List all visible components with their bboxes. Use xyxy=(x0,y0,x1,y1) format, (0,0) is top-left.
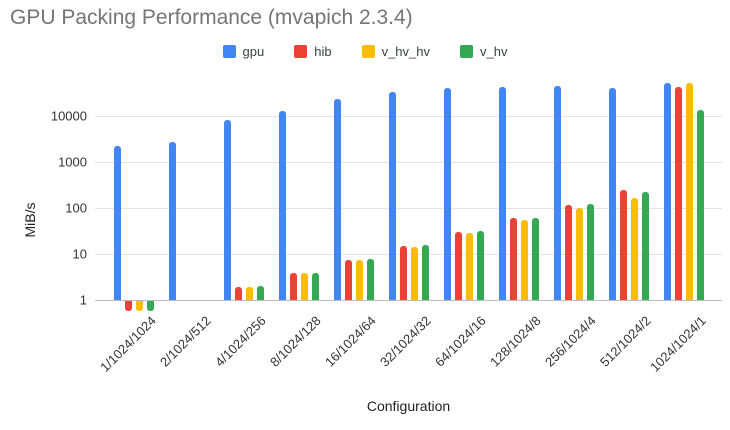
x-axis-line xyxy=(95,300,722,301)
chart-title: GPU Packing Performance (mvapich 2.3.4) xyxy=(10,6,413,29)
bar-hib-512/1024/2[interactable] xyxy=(620,190,627,300)
bar-gpu-16/1024/64[interactable] xyxy=(334,98,341,300)
bar-v_hv-512/1024/2[interactable] xyxy=(642,192,649,300)
x-tick-label: 128/1024/8 xyxy=(486,313,544,370)
legend-item-gpu: gpu xyxy=(222,44,265,59)
legend-label: hib xyxy=(314,44,332,59)
legend-item-v_hv: v_hv xyxy=(460,44,507,59)
bar-v_hv-8/1024/128[interactable] xyxy=(312,272,319,300)
x-tick-label: 2/1024/512 xyxy=(156,313,214,370)
bar-v_hv_hv-16/1024/64[interactable] xyxy=(356,259,363,300)
x-axis-title: Configuration xyxy=(366,398,451,414)
bar-gpu-8/1024/128[interactable] xyxy=(279,110,286,300)
bar-gpu-4/1024/256[interactable] xyxy=(224,119,231,300)
bar-v_hv-16/1024/64[interactable] xyxy=(367,258,374,300)
bar-hib-1024/1024/1[interactable] xyxy=(675,86,682,300)
x-tick-label: 512/1024/2 xyxy=(596,313,654,370)
y-tick-label: 1000 xyxy=(58,154,87,170)
bar-v_hv_hv-1024/1024/1[interactable] xyxy=(686,83,693,300)
bar-hib-128/1024/8[interactable] xyxy=(510,218,517,300)
y-tick-label: 10 xyxy=(72,246,87,262)
x-tick-label: 32/1024/32 xyxy=(376,313,434,370)
bar-gpu-2/1024/512[interactable] xyxy=(169,142,176,300)
bar-gpu-1/1024/1024[interactable] xyxy=(114,146,121,300)
bar-hib-8/1024/128[interactable] xyxy=(290,273,297,300)
bar-v_hv-1024/1024/1[interactable] xyxy=(697,110,704,300)
bar-gpu-1024/1024/1[interactable] xyxy=(664,83,671,300)
bar-v_hv-128/1024/8[interactable] xyxy=(532,217,539,300)
bar-hib-1/1024/1024[interactable] xyxy=(125,301,132,312)
bar-v_hv_hv-32/1024/32[interactable] xyxy=(411,246,418,300)
bar-v_hv_hv-256/1024/4[interactable] xyxy=(576,208,583,300)
bar-v_hv-4/1024/256[interactable] xyxy=(257,286,264,300)
bar-v_hv_hv-1/1024/1024[interactable] xyxy=(136,301,143,312)
bar-v_hv-256/1024/4[interactable] xyxy=(587,203,594,300)
legend: gpu hib v_hv_hv v_hv xyxy=(0,44,730,59)
y-tick-label: 10000 xyxy=(50,108,87,124)
legend-item-hib: hib xyxy=(294,44,332,59)
bar-hib-4/1024/256[interactable] xyxy=(235,287,242,300)
y-gridline xyxy=(95,162,722,163)
x-tick-label: 8/1024/128 xyxy=(266,313,324,370)
y-tick-label: 1 xyxy=(79,292,87,308)
bar-hib-32/1024/32[interactable] xyxy=(400,245,407,300)
legend-swatch-v_hv_hv xyxy=(361,45,375,58)
bar-v_hv_hv-8/1024/128[interactable] xyxy=(301,273,308,300)
x-tick-label: 4/1024/256 xyxy=(211,313,269,370)
bar-v_hv-32/1024/32[interactable] xyxy=(422,245,429,300)
bar-hib-16/1024/64[interactable] xyxy=(345,259,352,300)
bar-v_hv_hv-64/1024/16[interactable] xyxy=(466,232,473,300)
bar-v_hv_hv-512/1024/2[interactable] xyxy=(631,197,638,300)
y-gridline xyxy=(95,208,722,209)
legend-label: v_hv_hv xyxy=(381,44,430,59)
legend-swatch-gpu xyxy=(222,45,236,58)
legend-swatch-hib xyxy=(294,45,308,58)
bar-v_hv-64/1024/16[interactable] xyxy=(477,231,484,300)
bar-v_hv_hv-128/1024/8[interactable] xyxy=(521,219,528,300)
y-gridline xyxy=(95,116,722,117)
x-tick-label: 256/1024/4 xyxy=(541,313,599,370)
bar-gpu-64/1024/16[interactable] xyxy=(444,88,451,300)
legend-label: gpu xyxy=(242,44,265,59)
legend-item-v_hv_hv: v_hv_hv xyxy=(361,44,430,59)
bar-v_hv_hv-4/1024/256[interactable] xyxy=(246,287,253,300)
bar-v_hv-1/1024/1024[interactable] xyxy=(147,301,154,312)
y-axis-title: MiB/s xyxy=(22,202,38,238)
x-tick-label: 1/1024/1024 xyxy=(96,313,159,375)
bar-gpu-256/1024/4[interactable] xyxy=(554,86,561,300)
y-tick-label: 100 xyxy=(65,200,87,216)
bar-hib-64/1024/16[interactable] xyxy=(455,232,462,300)
legend-label: v_hv xyxy=(480,44,508,59)
y-gridline xyxy=(95,254,722,255)
bar-gpu-128/1024/8[interactable] xyxy=(499,87,506,300)
x-tick-label: 64/1024/16 xyxy=(431,313,489,370)
bar-gpu-512/1024/2[interactable] xyxy=(609,88,616,300)
x-tick-label: 1024/1024/1 xyxy=(646,313,709,375)
x-tick-label: 16/1024/64 xyxy=(321,313,379,370)
legend-swatch-v_hv xyxy=(460,45,473,58)
bar-hib-256/1024/4[interactable] xyxy=(565,205,572,300)
bar-gpu-32/1024/32[interactable] xyxy=(389,92,396,300)
